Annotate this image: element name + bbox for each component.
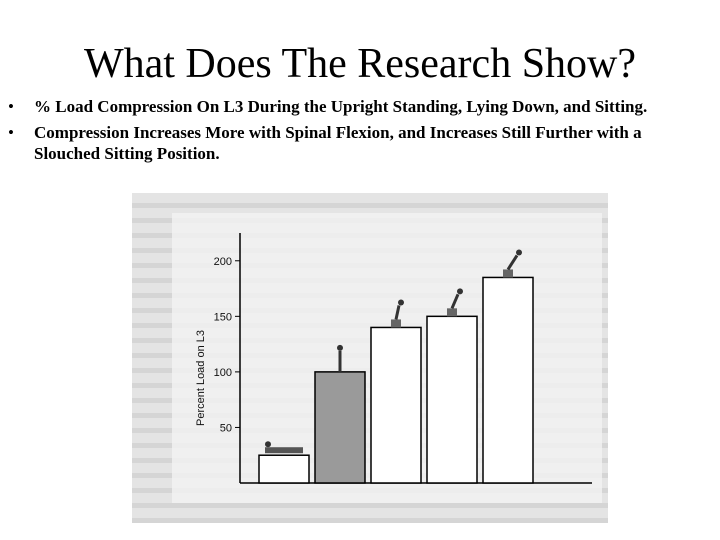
text-line-texture — [132, 518, 608, 523]
posture-figure — [503, 249, 522, 278]
posture-figure — [337, 344, 343, 372]
bars — [258, 276, 534, 484]
sitting-figure-body — [394, 305, 401, 320]
posture-figure — [265, 441, 303, 454]
bullet-list: • % Load Compression On L3 During the Up… — [8, 96, 708, 169]
posture-figures — [265, 249, 522, 454]
text-line-texture — [132, 503, 608, 508]
sitting-figure-body — [506, 254, 519, 271]
bullet-item: • % Load Compression On L3 During the Up… — [8, 96, 708, 117]
figure-head — [457, 288, 463, 295]
y-tick-label: 200 — [214, 256, 232, 268]
bar — [482, 276, 534, 484]
y-tick-label: 100 — [214, 367, 232, 379]
sitting-figure-body — [450, 293, 460, 309]
bar — [370, 326, 422, 484]
lying-figure-body — [265, 447, 303, 454]
bullet-item: • Compression Increases More with Spinal… — [8, 122, 708, 164]
bar — [258, 454, 310, 484]
bar — [426, 315, 478, 484]
stool — [391, 319, 401, 328]
load-chart: 50 100 150 200 Percent Load on L3 — [132, 203, 608, 523]
figure-head — [337, 344, 343, 351]
y-tick-label: 150 — [214, 311, 232, 323]
slide-title: What Does The Research Show? — [83, 41, 637, 87]
bullet-text: % Load Compression On L3 During the Upri… — [34, 97, 648, 116]
posture-figure — [391, 299, 404, 328]
bullet-dot: • — [8, 123, 14, 142]
bullet-text: Compression Increases More with Spinal F… — [34, 123, 642, 163]
y-axis-label: Percent Load on L3 — [195, 330, 207, 426]
figure-head — [265, 441, 271, 448]
stool — [503, 269, 513, 278]
figure-head — [516, 249, 522, 256]
scanned-figure: 50 100 150 200 Percent Load on L3 — [132, 193, 608, 523]
posture-figure — [447, 288, 463, 317]
text-line-texture — [132, 203, 608, 208]
stool — [447, 308, 457, 317]
y-tick-label: 50 — [220, 422, 232, 434]
bar — [314, 371, 366, 484]
bullet-dot: • — [8, 97, 14, 116]
figure-head — [398, 299, 404, 306]
